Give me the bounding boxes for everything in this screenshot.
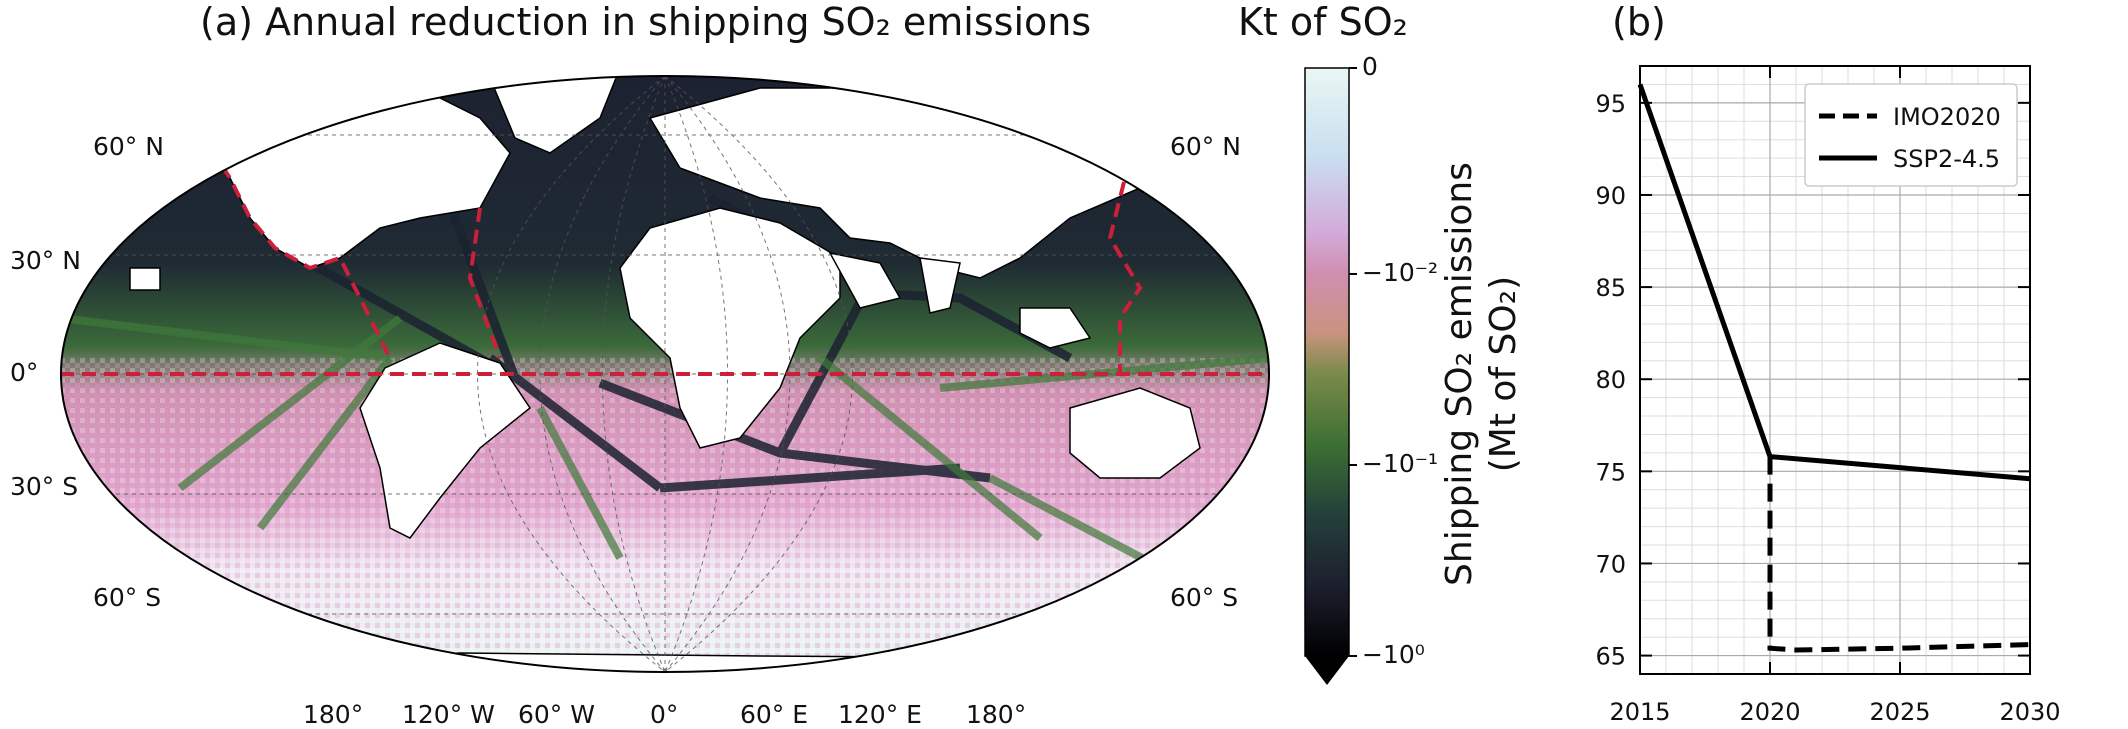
line-chart-ylabel-line2: (Mt of SO₂) — [1483, 275, 1524, 473]
line-chart-title: (b) — [1612, 0, 1666, 44]
y-tick-label: 70 — [1595, 550, 1626, 578]
lat-label-30n-left: 30° N — [10, 246, 81, 275]
lat-label-60n-left: 60° N — [93, 132, 164, 161]
lon-label-180-right: 180° — [966, 700, 1027, 729]
lat-label-60n-right: 60° N — [1170, 132, 1241, 161]
series-line-imo2020 — [1767, 456, 2031, 653]
x-tick-label: 2015 — [1609, 698, 1670, 726]
colorbar-tick-3: −10⁰ — [1362, 640, 1425, 669]
map-boundary — [60, 75, 1270, 673]
plot-frame — [1639, 65, 2031, 675]
x-tick-label: 2025 — [1869, 698, 1930, 726]
y-tick-label: 95 — [1595, 90, 1626, 118]
map-ocean-field — [61, 76, 1269, 672]
colorbar-tick-1: −10⁻² — [1362, 258, 1438, 287]
lon-label-60w: 60° W — [518, 700, 595, 729]
series-line-ssp2-4-5 — [1637, 83, 2031, 482]
y-tick-label: 65 — [1595, 643, 1626, 671]
map-title: (a) Annual reduction in shipping SO₂ emi… — [200, 0, 1092, 44]
colorbar-tick-2: −10⁻¹ — [1362, 449, 1438, 478]
legend-label: IMO2020 — [1893, 103, 2001, 131]
lat-label-30s-left: 30° S — [10, 472, 79, 501]
colorbar-tick-0: 0 — [1362, 52, 1378, 81]
legend-label: SSP2-4.5 — [1893, 145, 2000, 173]
line-chart: 2015 2020 2025 2030 65 70 75 80 85 90 95 IMO2020 SSP… — [1595, 65, 2061, 726]
lon-label-60e: 60° E — [740, 700, 809, 729]
y-tick-label: 80 — [1595, 366, 1626, 394]
x-tick-label: 2020 — [1739, 698, 1800, 726]
world-map — [60, 75, 1270, 673]
y-tick-label: 85 — [1595, 274, 1626, 302]
lat-label-0-left: 0° — [10, 358, 39, 387]
line-chart-ylabel: Shipping SO₂ emissions (Mt of SO₂) — [1438, 134, 1526, 614]
colorbar-title: Kt of SO₂ — [1238, 0, 1408, 44]
lat-label-60s-left: 60° S — [93, 583, 162, 612]
line-chart-ylabel-line1: Shipping SO₂ emissions — [1439, 162, 1480, 586]
x-tick-label: 2030 — [1999, 698, 2060, 726]
lon-label-120e: 120° E — [838, 700, 922, 729]
lat-label-60s-right: 60° S — [1170, 583, 1239, 612]
y-tick-label: 90 — [1595, 182, 1626, 210]
y-tick-label: 75 — [1595, 458, 1626, 486]
colorbar — [1304, 67, 1357, 685]
lon-label-0: 0° — [650, 700, 679, 729]
lon-label-180-left: 180° — [303, 700, 364, 729]
lon-label-120w: 120° W — [402, 700, 495, 729]
